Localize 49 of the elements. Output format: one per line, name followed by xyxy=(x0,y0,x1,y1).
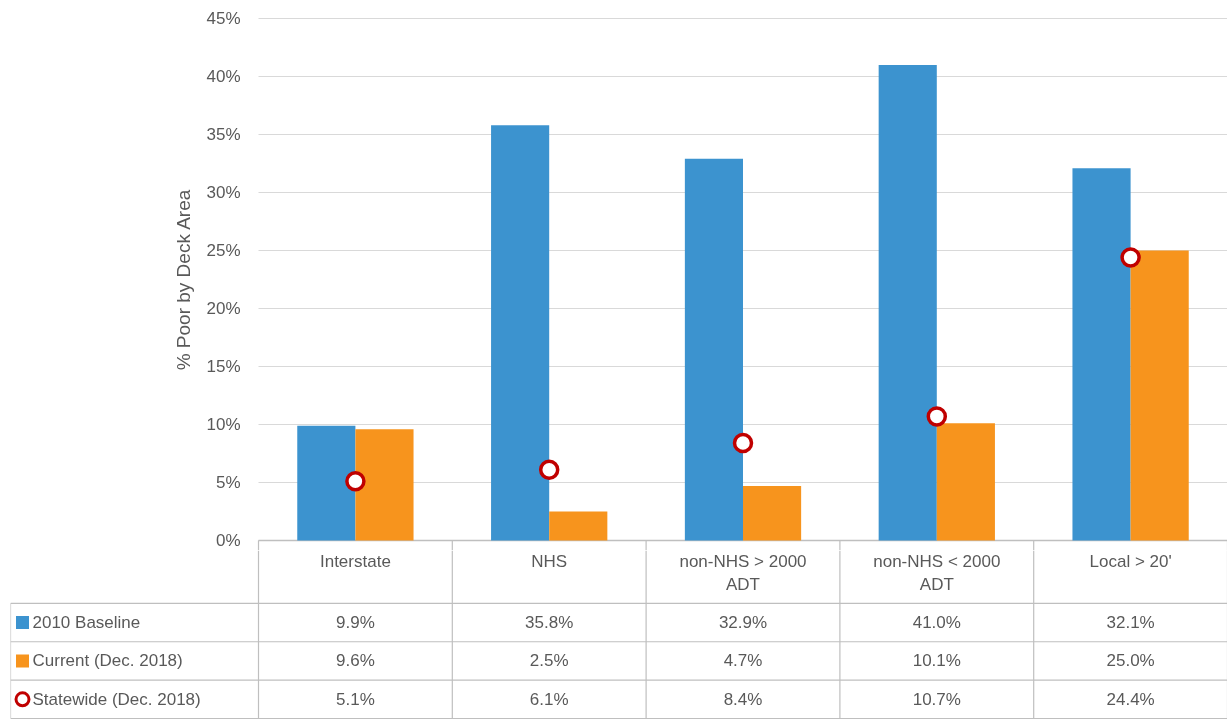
point xyxy=(732,432,754,454)
data-label: 32.1% xyxy=(1106,613,1155,633)
data-label: 8.4% xyxy=(723,689,763,709)
data-label: 10.7% xyxy=(912,689,961,709)
data-label: 41.0% xyxy=(912,613,961,633)
data-label: 9.9% xyxy=(336,613,375,633)
data-label: 5.1% xyxy=(336,689,375,709)
y-tick-label: 30% xyxy=(206,183,241,202)
x-tick-label: Local > 20' xyxy=(1089,552,1172,572)
y-tick-label: 10% xyxy=(206,415,241,434)
x-tick-label: non-NHS > 2000 ADT xyxy=(679,552,807,595)
bar xyxy=(355,429,414,541)
y-tick-label: 5% xyxy=(215,473,241,492)
y-axis-title: % Poor by Deck Area xyxy=(173,189,194,371)
data-label: 6.1% xyxy=(529,689,569,709)
legend-label: Current (Dec. 2018) xyxy=(32,651,183,671)
bar xyxy=(936,423,995,541)
data-label: 32.9% xyxy=(718,613,768,633)
x-tick-label: NHS xyxy=(531,552,568,572)
bar xyxy=(1072,168,1131,541)
x-tick-label: non-NHS < 2000 ADT xyxy=(873,552,1001,595)
bar xyxy=(743,485,802,541)
y-tick-label: 25% xyxy=(206,241,241,260)
y-tick-label: 45% xyxy=(206,9,241,28)
legend-label: 2010 Baseline xyxy=(32,613,141,633)
point xyxy=(926,406,948,427)
bar xyxy=(297,425,356,541)
data-label: 24.4% xyxy=(1106,689,1155,709)
y-tick-label: 15% xyxy=(206,357,241,376)
bar xyxy=(1130,250,1189,541)
y-tick-label: 35% xyxy=(206,125,241,144)
x-tick-label: Interstate xyxy=(319,552,391,572)
data-label: 35.8% xyxy=(525,613,574,633)
point xyxy=(1120,247,1141,268)
data-label: 2.5% xyxy=(529,651,569,671)
bar xyxy=(878,64,937,541)
data-label: 10.1% xyxy=(912,651,961,671)
y-tick-label: 20% xyxy=(206,299,241,318)
y-tick-label: 0% xyxy=(215,531,241,550)
data-label: 4.7% xyxy=(723,651,763,671)
legend-label: Statewide (Dec. 2018) xyxy=(32,689,201,709)
data-label: 25.0% xyxy=(1106,651,1155,671)
y-tick-label: 40% xyxy=(206,67,241,86)
point xyxy=(345,471,366,492)
point xyxy=(538,459,560,480)
bar xyxy=(491,125,550,541)
bar xyxy=(684,158,743,541)
bar xyxy=(549,511,608,541)
data-label: 9.6% xyxy=(336,651,375,671)
